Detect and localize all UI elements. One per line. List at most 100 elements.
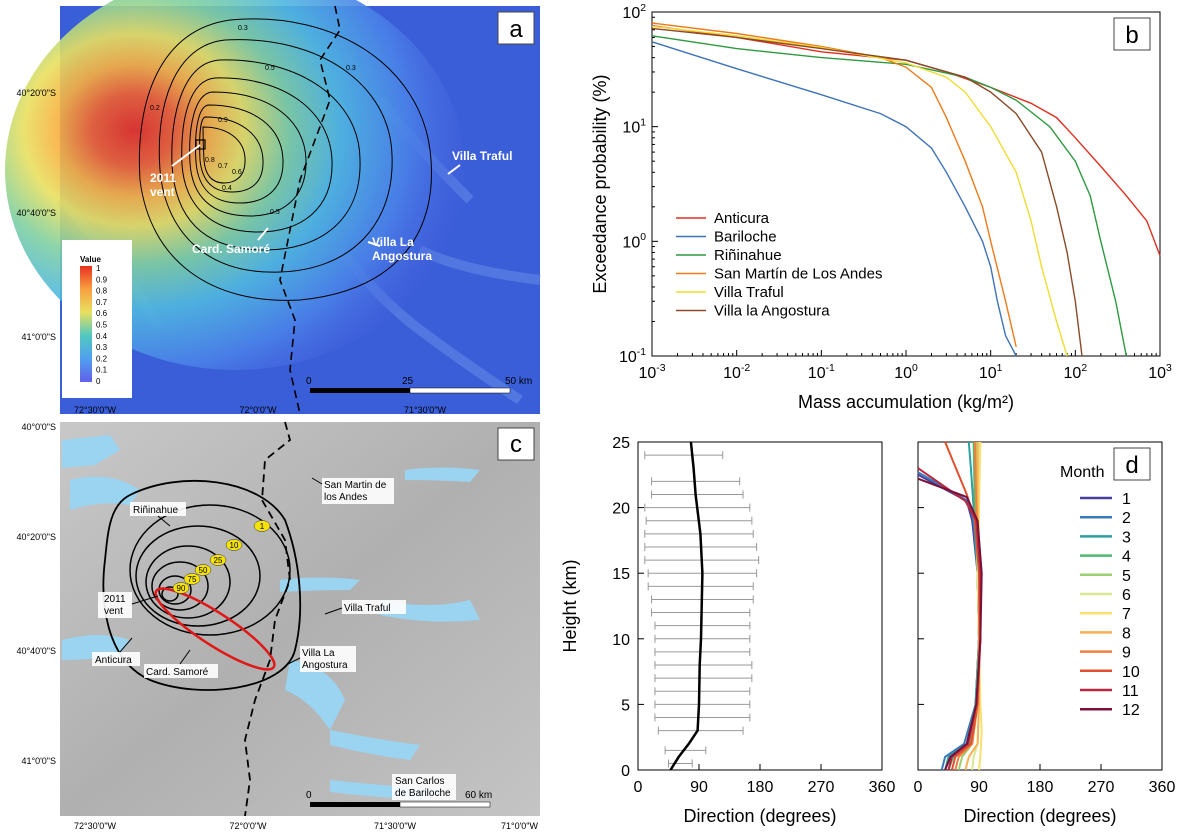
contour-label: 0.3 bbox=[238, 25, 248, 32]
scalebar-label-c: 0 bbox=[306, 790, 312, 801]
legend-label: 9 bbox=[1122, 645, 1131, 662]
x-tick-label: 270 bbox=[1088, 779, 1115, 796]
colorbar-tick: 0 bbox=[96, 377, 101, 386]
lon-tick: 72°30'0"W bbox=[74, 405, 117, 415]
samore-label-c: Card. Samoré bbox=[146, 667, 209, 678]
x-tick-label: 0 bbox=[914, 779, 923, 796]
ring-label: 75 bbox=[188, 575, 197, 584]
series-line-anticura bbox=[651, 25, 1161, 256]
contour-label: 0.5 bbox=[270, 209, 280, 216]
traful-pointer-c bbox=[324, 607, 343, 615]
rininahue-pointer bbox=[157, 515, 171, 527]
ring-label-badge bbox=[209, 554, 227, 566]
x-tick-label: 270 bbox=[808, 779, 835, 796]
x-tick-label-b: 102 bbox=[1064, 363, 1088, 382]
vent-label: 2011 vent bbox=[150, 171, 176, 199]
samore-pointer-c bbox=[179, 649, 191, 665]
legend-label: Villa Traful bbox=[714, 284, 784, 301]
mean-direction-line bbox=[669, 441, 704, 771]
colorbar-tick: 0.7 bbox=[96, 298, 108, 307]
label-box bbox=[92, 652, 140, 666]
value-legend-box bbox=[62, 240, 132, 398]
angostura-pointer-c bbox=[287, 657, 301, 665]
series-line-villa-traful bbox=[651, 25, 1068, 357]
ring-label: 50 bbox=[199, 566, 208, 575]
panel-letter: a bbox=[509, 16, 523, 43]
axis-ticks-b: 10-3 10-2 10-1 100 101 102 103 10-1 100 101 102 bbox=[619, 3, 1172, 382]
ring-label: 90 bbox=[177, 584, 186, 593]
colorbar-tick: 0.9 bbox=[96, 275, 108, 284]
legend-label: Riñinahue bbox=[714, 247, 782, 264]
colorbar-tick: 0.8 bbox=[96, 287, 108, 296]
panel-letter-box bbox=[497, 11, 535, 45]
contour-label: 0.8 bbox=[205, 157, 215, 164]
y-axis-label-d-left: Height (km) bbox=[560, 559, 580, 652]
panel-b-chart: 10-3 10-2 10-1 100 101 102 103 10-1 100 101 102 An… bbox=[590, 3, 1172, 412]
panel-letter: c bbox=[510, 431, 522, 458]
y-tick-label: 20 bbox=[612, 501, 630, 518]
angostura-label: Villa La Angostura bbox=[372, 235, 432, 263]
panel-letter-box bbox=[497, 427, 535, 461]
x-tick-label: 360 bbox=[1149, 779, 1176, 796]
label-box bbox=[342, 600, 406, 614]
scalebar-black bbox=[310, 388, 410, 393]
ring-label-badge bbox=[225, 539, 243, 551]
lon-tick: 72°30'0"W bbox=[74, 821, 117, 831]
x-tick-label-b: 10-1 bbox=[808, 363, 835, 382]
lat-tick: 41°0'0"S bbox=[21, 756, 56, 766]
ring-label-badge bbox=[194, 564, 212, 576]
legend-title: Value bbox=[80, 255, 101, 264]
bariloche-label: San Carlos de Bariloche bbox=[395, 776, 451, 799]
axis-ticks-d-left: 0 90 180 270 360 0 5 10 15 20 25 bbox=[612, 435, 895, 796]
panel-letter-box bbox=[1113, 17, 1151, 51]
axis-ticks-d-right: 0 90 180 270 360 bbox=[914, 441, 1176, 796]
panel-letter: d bbox=[1125, 452, 1138, 479]
colorbar-tick: 0.4 bbox=[96, 332, 108, 341]
lon-tick: 71°30'0"W bbox=[374, 821, 417, 831]
ring-label: 25 bbox=[214, 556, 223, 565]
x-tick-label-b: 103 bbox=[1148, 363, 1172, 382]
label-box bbox=[130, 502, 186, 516]
legend-label: 8 bbox=[1122, 625, 1131, 642]
traful-label: Villa Traful bbox=[452, 149, 512, 163]
series-lines-d-right bbox=[917, 441, 983, 771]
scalebar-white bbox=[409, 387, 511, 394]
y-tick-label: 0 bbox=[621, 763, 630, 780]
plot-area-d-left bbox=[637, 441, 883, 771]
ring-label-badge bbox=[172, 582, 190, 594]
legend-label: Villa la Angostura bbox=[714, 303, 830, 320]
angostura-label-c: Villa La Angostura bbox=[302, 648, 348, 671]
anticura-pointer bbox=[119, 637, 133, 653]
legend-label: 5 bbox=[1122, 568, 1131, 585]
series-line-ri-inahue bbox=[651, 35, 1127, 357]
x-tick-label: 360 bbox=[869, 779, 896, 796]
scalebar-black-c bbox=[310, 802, 400, 807]
contour-label: 0.5 bbox=[265, 65, 275, 72]
probability-rings bbox=[129, 504, 291, 636]
lat-tick: 40°20'0"S bbox=[16, 532, 56, 542]
contour-label: 0.7 bbox=[218, 163, 228, 170]
legend-label: Bariloche bbox=[714, 229, 777, 246]
panel-d-left-chart: 0 90 180 270 360 0 5 10 15 20 25 Direction (degree… bbox=[560, 435, 895, 826]
legend-label: 1 bbox=[1122, 491, 1131, 508]
series-lines-b bbox=[651, 22, 1161, 357]
label-box bbox=[98, 592, 132, 618]
lon-tick: 71°0'0"W bbox=[501, 821, 539, 831]
ring-label: 1 bbox=[260, 522, 265, 531]
y-tick-label-b: 10-1 bbox=[619, 347, 646, 366]
lat-tick: 40°0'0"S bbox=[21, 422, 56, 432]
international-border-c bbox=[244, 421, 292, 817]
legend-label: 3 bbox=[1122, 529, 1131, 546]
contour-label: 0.4 bbox=[222, 185, 232, 192]
x-axis-label-d-right: Direction (degrees) bbox=[963, 806, 1116, 826]
x-tick-label: 90 bbox=[690, 779, 708, 796]
international-border-a bbox=[279, 5, 341, 415]
anticura-label: Anticura bbox=[95, 655, 132, 666]
colorbar-tick: 0.6 bbox=[96, 309, 108, 318]
label-box bbox=[322, 478, 394, 504]
x-tick-label-b: 101 bbox=[979, 363, 1003, 382]
